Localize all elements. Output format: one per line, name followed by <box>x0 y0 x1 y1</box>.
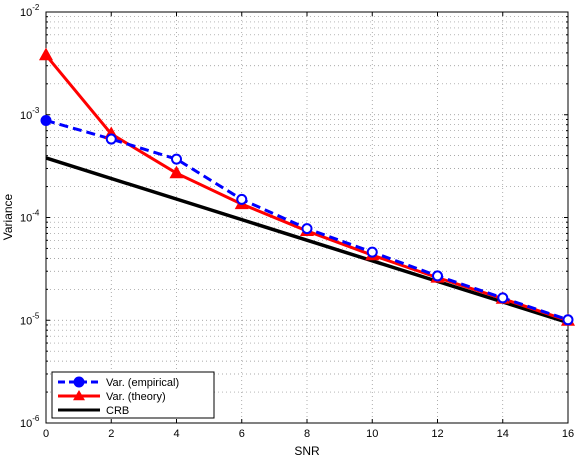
y-tick-label-exponent: -2 <box>32 3 40 12</box>
y-tick-label-base: 10 <box>20 418 32 430</box>
y-tick-label: 10-4 <box>20 209 40 225</box>
y-tick-label-exponent: -3 <box>32 106 40 115</box>
data-point <box>105 133 117 145</box>
x-axis-label: SNR <box>294 444 320 458</box>
x-tick-label: 16 <box>562 428 574 440</box>
data-point <box>301 223 313 235</box>
legend-label: Var. (empirical) <box>106 377 179 389</box>
y-tick-label: 10-2 <box>20 3 40 19</box>
x-tick-label: 12 <box>431 428 443 440</box>
x-tick-label: 0 <box>43 428 49 440</box>
y-tick-label-exponent: -6 <box>32 414 40 423</box>
grid <box>46 12 568 423</box>
y-tick-label-base: 10 <box>20 315 32 327</box>
x-tick-label: 4 <box>173 428 179 440</box>
data-point <box>366 246 378 258</box>
x-tick-label: 6 <box>239 428 245 440</box>
x-tick-label: 10 <box>366 428 378 440</box>
series-line <box>45 156 569 325</box>
data-point <box>562 314 574 326</box>
y-tick-label-exponent: -4 <box>32 209 40 218</box>
legend-swatch-marker <box>73 390 85 401</box>
data-point <box>236 193 248 205</box>
y-tick-label: 10-6 <box>20 414 40 430</box>
series <box>38 47 576 326</box>
data-point <box>432 270 443 282</box>
data-point <box>40 114 52 126</box>
data-point <box>169 165 184 179</box>
y-tick-label-base: 10 <box>20 110 32 122</box>
data-point <box>38 47 54 61</box>
y-tick-label: 10-5 <box>20 311 40 327</box>
legend-swatch-marker <box>73 376 85 388</box>
y-tick-label-base: 10 <box>20 7 32 19</box>
data-point <box>497 292 509 304</box>
x-tick-label: 14 <box>497 428 509 440</box>
y-tick-label-base: 10 <box>20 213 32 225</box>
y-tick-label: 10-3 <box>20 106 40 122</box>
legend-label: Var. (theory) <box>106 391 166 403</box>
legend: Var. (empirical) Var. (theory) CRB <box>51 371 215 419</box>
x-tick-label: 2 <box>108 428 114 440</box>
x-tick-label: 8 <box>304 428 310 440</box>
y-axis-label: Variance <box>1 193 15 240</box>
legend-label: CRB <box>106 405 129 417</box>
y-tick-label-exponent: -5 <box>32 311 40 320</box>
data-point <box>171 153 182 165</box>
